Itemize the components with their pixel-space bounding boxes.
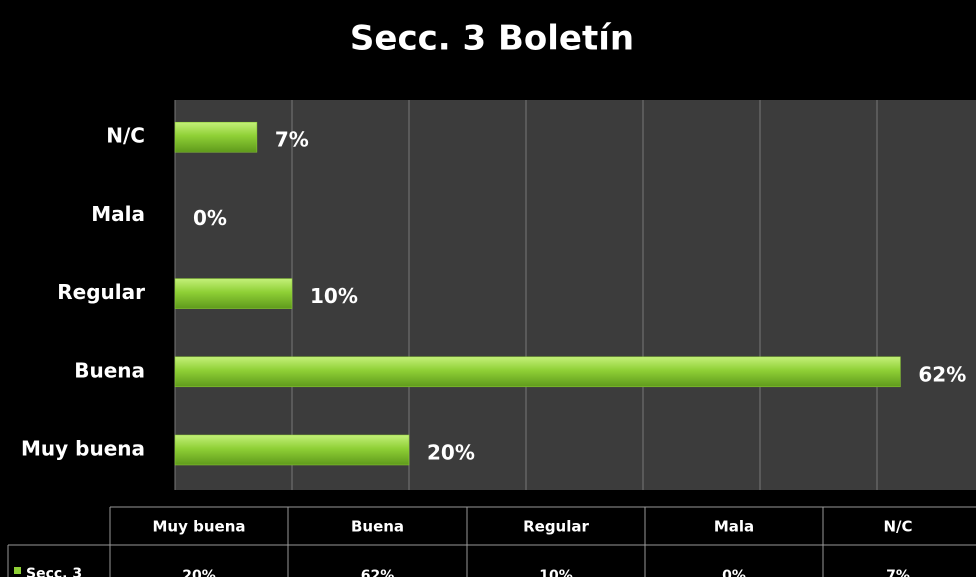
table-cell: 0% bbox=[722, 568, 746, 577]
table-header: Regular bbox=[523, 518, 589, 536]
category-label: Regular bbox=[57, 280, 145, 304]
table-header: N/C bbox=[883, 518, 912, 536]
table-cell: 62% bbox=[361, 568, 395, 577]
table-cell: 20% bbox=[182, 568, 216, 577]
table-header: Mala bbox=[714, 518, 754, 536]
table-header: Buena bbox=[351, 518, 404, 536]
legend-label: Secc. 3 bbox=[26, 566, 82, 577]
table-cell: 7% bbox=[886, 568, 910, 577]
bar bbox=[174, 356, 901, 388]
bar bbox=[174, 434, 410, 466]
chart-title: Secc. 3 Boletín bbox=[350, 19, 634, 59]
category-label: Mala bbox=[91, 202, 145, 226]
value-label: 62% bbox=[918, 362, 966, 386]
value-label: 7% bbox=[275, 128, 309, 152]
bar bbox=[174, 121, 258, 153]
bar bbox=[174, 278, 293, 309]
table-cell: 10% bbox=[539, 568, 573, 577]
plot-area bbox=[175, 100, 976, 490]
value-label: 10% bbox=[310, 284, 358, 308]
legend-key bbox=[14, 567, 21, 574]
category-label: N/C bbox=[106, 124, 145, 148]
category-label: Buena bbox=[74, 358, 145, 382]
value-label: 0% bbox=[193, 206, 227, 230]
category-label: Muy buena bbox=[21, 437, 145, 461]
value-label: 20% bbox=[427, 441, 475, 465]
table-header: Muy buena bbox=[153, 518, 246, 536]
